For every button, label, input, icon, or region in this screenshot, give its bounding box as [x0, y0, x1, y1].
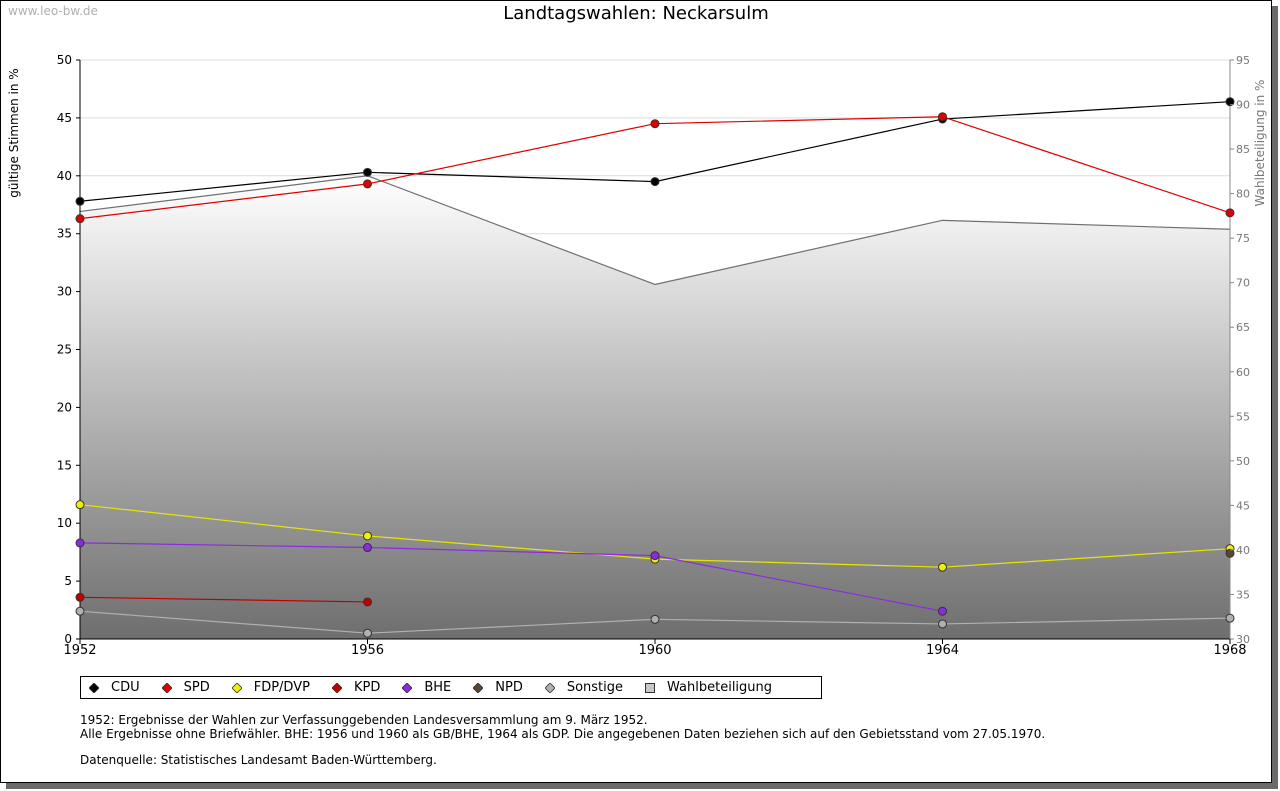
data-point-cdu	[1225, 97, 1235, 107]
legend-item-kpd: KPD	[331, 680, 381, 695]
data-point-sonstige	[938, 619, 947, 629]
note-line-1: 1952: Ergebnisse der Wahlen zur Verfassu…	[80, 713, 648, 727]
data-point-bhe	[650, 551, 660, 561]
y-tick-label: 15	[57, 458, 72, 472]
y-tick-label: 20	[57, 400, 72, 414]
legend-label-npd: NPD	[495, 680, 523, 695]
y-tick-label: 5	[64, 574, 72, 588]
data-source-note: Datenquelle: Statistisches Landesamt Bad…	[80, 753, 437, 767]
frame-shadow-right	[1272, 6, 1278, 789]
y-tick-label: 35	[57, 227, 72, 241]
data-point-cdu	[650, 177, 660, 187]
legend-item-npd: NPD	[473, 680, 523, 695]
y2-tick-label: 60	[1236, 366, 1250, 379]
y2-tick-label: 45	[1236, 499, 1250, 512]
y2-tick-label: 55	[1236, 410, 1250, 423]
y2-tick-label: 95	[1236, 54, 1250, 67]
turnout-area	[80, 175, 1230, 640]
legend-item-cdu: CDU	[89, 680, 140, 695]
data-point-bhe	[938, 606, 947, 616]
legend: CDU SPD FDP/DVP KPD BHE NPD Sonstige Wahlbeteil…	[80, 676, 822, 699]
data-point-spd	[75, 214, 85, 224]
legend-marker-kpd	[331, 682, 342, 693]
y2-tick-label: 70	[1236, 277, 1250, 290]
series-line-kpd	[79, 596, 368, 603]
y-tick-label: 30	[57, 285, 72, 299]
legend-marker-fdp-dvp	[231, 682, 242, 693]
legend-marker-wahlbeteiligung	[645, 682, 656, 693]
y-tick-label: 10	[57, 516, 72, 530]
legend-label-wahlbeteiligung: Wahlbeteiligung	[667, 680, 773, 695]
chart-title: Landtagswahlen: Neckarsulm	[503, 3, 769, 24]
data-point-cdu	[75, 196, 85, 206]
data-point-spd	[938, 112, 947, 122]
data-point-spd	[650, 119, 660, 129]
y2-tick-label: 75	[1236, 232, 1250, 245]
legend-label-cdu: CDU	[111, 680, 140, 695]
data-point-sonstige	[363, 628, 372, 638]
y-tick-label: 40	[57, 169, 72, 183]
legend-marker-npd	[473, 682, 484, 693]
data-point-fdp-dvp	[363, 531, 372, 541]
series-line-bhe	[79, 542, 943, 612]
legend-label-kpd: KPD	[353, 680, 381, 695]
legend-label-bhe: BHE	[424, 680, 452, 695]
legend-marker-spd	[161, 682, 172, 693]
frame-shadow-bottom	[6, 783, 1278, 789]
data-point-fdp-dvp	[938, 562, 947, 572]
x-tick-label: 1964	[926, 643, 959, 658]
turnout-line	[79, 175, 1231, 286]
data-point-spd	[363, 179, 372, 189]
x-tick-label: 1952	[63, 643, 96, 658]
y2-tick-label: 30	[1236, 633, 1250, 646]
y2-tick-label: 40	[1236, 544, 1250, 557]
legend-label-sonstige: Sonstige	[566, 680, 624, 695]
legend-item-wahlbeteiligung: Wahlbeteiligung	[645, 680, 772, 695]
legend-item-fdp-dvp: FDP/DVP	[231, 680, 310, 695]
data-point-sonstige	[1225, 613, 1235, 623]
data-point-kpd	[363, 597, 372, 607]
legend-marker-sonstige	[544, 682, 555, 693]
x-tick-label: 1968	[1213, 643, 1246, 658]
y2-tick-label: 85	[1236, 143, 1250, 156]
data-point-fdp-dvp	[75, 500, 85, 510]
data-point-bhe	[363, 543, 372, 553]
y-tick-label: 25	[57, 343, 72, 357]
y-tick-label: 50	[57, 53, 72, 67]
legend-label-spd: SPD	[183, 680, 210, 695]
data-point-cdu	[363, 167, 372, 177]
data-point-npd	[1225, 548, 1235, 558]
y-tick-label: 45	[57, 111, 72, 125]
y2-tick-label: 90	[1236, 99, 1250, 112]
y2-tick-label: 65	[1236, 321, 1250, 334]
y2-tick-label: 35	[1236, 588, 1250, 601]
watermark: www.leo-bw.de	[8, 4, 98, 18]
x-tick-label: 1960	[638, 643, 671, 658]
legend-label-fdp-dvp: FDP/DVP	[253, 680, 310, 695]
data-point-sonstige	[75, 606, 85, 616]
legend-marker-cdu	[89, 682, 99, 693]
legend-item-spd: SPD	[161, 680, 210, 695]
y2-tick-label: 50	[1236, 455, 1250, 468]
data-point-bhe	[75, 538, 85, 548]
series-line-cdu	[79, 101, 1231, 202]
legend-marker-bhe	[402, 682, 413, 693]
data-point-sonstige	[650, 614, 660, 624]
data-point-kpd	[75, 592, 85, 602]
y-tick-label: 0	[64, 632, 72, 646]
legend-item-bhe: BHE	[402, 680, 451, 695]
data-point-spd	[1225, 208, 1235, 218]
x-tick-label: 1956	[351, 643, 384, 658]
note-line-2: Alle Ergebnisse ohne Briefwähler. BHE: 1…	[80, 727, 1046, 741]
legend-item-sonstige: Sonstige	[544, 680, 624, 695]
y2-tick-label: 80	[1236, 188, 1250, 201]
